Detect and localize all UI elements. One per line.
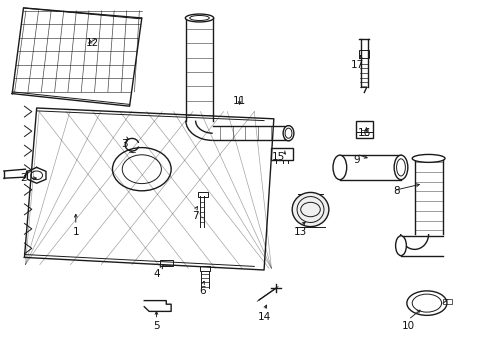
Text: 6: 6: [199, 285, 206, 296]
Text: 13: 13: [293, 227, 307, 237]
Ellipse shape: [393, 155, 407, 180]
Text: 14: 14: [257, 312, 270, 322]
Ellipse shape: [411, 154, 444, 162]
Text: 11: 11: [232, 96, 246, 106]
Text: 1: 1: [72, 227, 79, 237]
Ellipse shape: [332, 155, 346, 180]
Text: 3: 3: [121, 139, 128, 149]
Ellipse shape: [185, 14, 213, 22]
Text: 17: 17: [349, 60, 363, 70]
Bar: [198, 192, 207, 197]
Text: 16: 16: [357, 128, 370, 138]
Text: 2: 2: [20, 173, 27, 183]
Bar: [359, 50, 368, 58]
Text: 4: 4: [153, 269, 160, 279]
Text: 9: 9: [353, 155, 360, 165]
Bar: [160, 260, 172, 266]
Text: 8: 8: [392, 186, 399, 196]
Ellipse shape: [395, 236, 406, 256]
Bar: [355, 121, 372, 138]
Text: 15: 15: [271, 152, 285, 162]
Text: 10: 10: [401, 321, 414, 331]
Text: 7: 7: [192, 211, 199, 221]
Bar: [200, 266, 210, 271]
Ellipse shape: [283, 126, 293, 141]
Text: 12: 12: [86, 38, 100, 48]
Bar: [271, 148, 293, 160]
Bar: [442, 299, 451, 304]
Text: 5: 5: [153, 321, 160, 331]
Ellipse shape: [292, 192, 328, 227]
